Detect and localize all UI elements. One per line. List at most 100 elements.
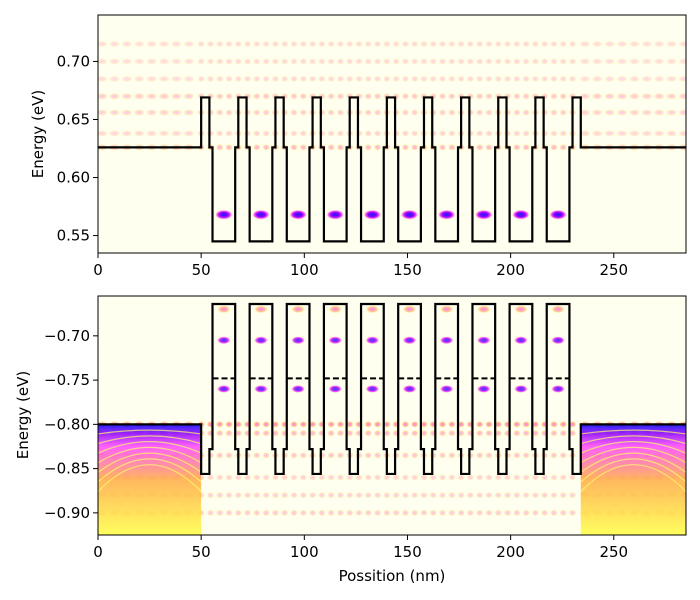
top-lead-density-spot xyxy=(145,129,158,137)
top-bound-state xyxy=(400,209,419,220)
bottom-density-spot xyxy=(252,429,261,437)
bottom-y-axis-label: Energy (eV) xyxy=(14,371,32,459)
top-density-spot xyxy=(290,40,298,48)
bottom-density-spot xyxy=(438,429,447,437)
bottom-density-spot xyxy=(336,451,345,459)
bottom-density-spot xyxy=(271,473,280,481)
top-lead-density-spot xyxy=(591,75,604,83)
top-density-spot xyxy=(234,57,243,65)
bottom-density-spot xyxy=(494,509,503,517)
top-density-spot xyxy=(522,40,531,48)
top-density-spot xyxy=(540,40,549,48)
bottom-bound-state xyxy=(291,305,306,314)
top-lead-density-spot xyxy=(182,57,195,65)
top-density-spot xyxy=(215,109,224,117)
top-density-spot xyxy=(197,40,206,48)
top-density-spot xyxy=(568,57,577,65)
bottom-density-spot xyxy=(438,491,447,499)
bottom-density-spot xyxy=(419,509,428,517)
bottom-density-spot xyxy=(215,509,224,517)
top-density-spot xyxy=(522,92,531,100)
bottom-density-spot xyxy=(429,509,438,517)
bottom-bound-state xyxy=(216,336,231,345)
top-density-spot xyxy=(252,109,261,117)
bottom-density-spot xyxy=(401,420,410,428)
bottom-density-spot xyxy=(354,509,363,517)
bottom-density-spot xyxy=(512,451,521,459)
top-density-spot xyxy=(522,143,531,151)
bottom-density-spot xyxy=(354,491,363,499)
bottom-density-spot xyxy=(262,451,271,459)
bottom-density-spot xyxy=(475,491,484,499)
bottom-density-spot xyxy=(512,420,521,428)
bottom-density-spot xyxy=(225,491,234,499)
bottom-bound-state xyxy=(216,305,231,314)
top-lead-density-spot xyxy=(640,40,653,48)
top-density-spot xyxy=(262,92,271,100)
bottom-density-spot xyxy=(447,509,456,517)
top-lead-density-spot xyxy=(640,109,653,117)
top-lead-density-spot xyxy=(158,75,171,83)
top-density-spot xyxy=(336,109,345,117)
top-density-spot xyxy=(410,143,419,151)
top-lead-density-spot xyxy=(120,40,133,48)
top-density-spot xyxy=(225,57,234,65)
top-lead-density-spot xyxy=(170,129,183,137)
bottom-density-spot xyxy=(438,473,447,481)
bottom-density-spot xyxy=(410,473,419,481)
top-density-spot xyxy=(559,75,568,83)
top-density-spot xyxy=(549,109,558,117)
top-density-spot xyxy=(410,75,419,83)
top-density-spot xyxy=(225,109,234,117)
bottom-density-spot xyxy=(373,451,382,459)
top-density-spot xyxy=(280,75,289,83)
bottom-bound-state xyxy=(439,305,454,314)
top-density-spot xyxy=(531,75,540,83)
bottom-density-spot xyxy=(466,491,475,499)
top-density-spot xyxy=(419,40,428,48)
bottom-bound-state xyxy=(328,384,343,393)
bottom-density-spot xyxy=(262,509,271,517)
bottom-density-spot xyxy=(447,473,456,481)
bottom-bound-state xyxy=(513,305,528,314)
top-lead-density-spot xyxy=(677,57,686,65)
top-density-spot xyxy=(290,143,298,151)
bottom-density-spot xyxy=(373,473,382,481)
top-y-axis-label: Energy (eV) xyxy=(29,90,47,178)
bottom-density-spot xyxy=(401,451,410,459)
top-density-spot xyxy=(373,129,382,137)
bottom-density-spot xyxy=(522,420,531,428)
top-density-spot xyxy=(382,75,391,83)
top-density-spot xyxy=(345,40,354,48)
bottom-y-axis: −0.90 −0.85 −0.80 −0.75 −0.70 xyxy=(44,327,98,522)
bottom-density-spot xyxy=(308,473,317,481)
bottom-density-spot xyxy=(364,420,373,428)
bottom-density-spot xyxy=(290,451,298,459)
top-density-spot xyxy=(373,40,382,48)
top-lead-density-spot xyxy=(640,129,653,137)
bottom-density-spot xyxy=(475,451,484,459)
top-lead-density-spot xyxy=(616,40,629,48)
bottom-density-spot xyxy=(252,491,261,499)
top-lead-density-spot xyxy=(158,129,171,137)
bottom-density-spot xyxy=(290,509,298,517)
top-lead-density-spot xyxy=(98,57,109,65)
top-density-spot xyxy=(447,75,456,83)
bottom-density-spot xyxy=(549,429,558,437)
top-lead-density-spot xyxy=(603,57,616,65)
bottom-density-spot xyxy=(225,429,234,437)
bottom-density-spot xyxy=(568,509,577,517)
top-density-spot xyxy=(271,75,280,83)
top-lead-density-spot xyxy=(182,109,195,117)
top-density-spot xyxy=(447,92,456,100)
top-lead-density-spot xyxy=(133,40,146,48)
bottom-bound-state xyxy=(551,384,566,393)
top-density-spot xyxy=(447,143,456,151)
bottom-density-spot xyxy=(484,491,493,499)
top-density-spot xyxy=(549,143,558,151)
top-lead-density-spot xyxy=(145,57,158,65)
top-density-spot xyxy=(382,57,391,65)
bottom-density-spot xyxy=(382,473,391,481)
top-density-spot xyxy=(308,57,317,65)
top-density-spot xyxy=(215,129,224,137)
